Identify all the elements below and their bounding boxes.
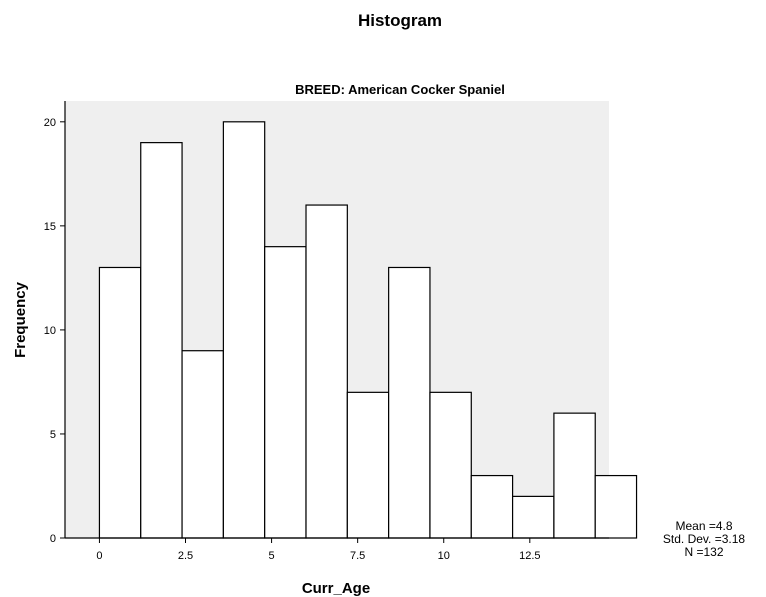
chart-subtitle: BREED: American Cocker Spaniel <box>295 82 505 97</box>
y-tick-label: 5 <box>50 429 56 441</box>
stat-std-dev: Std. Dev. =3.18 <box>663 532 745 546</box>
x-tick-label: 5 <box>269 550 275 562</box>
bars-group <box>98 121 638 539</box>
x-tick-label: 2.5 <box>178 550 193 562</box>
y-tick-label: 20 <box>44 117 56 129</box>
x-tick-label: 7.5 <box>350 550 365 562</box>
x-ticks-group: 0 2.5 5 7.5 10 12.5 <box>96 538 541 562</box>
stat-mean: Mean =4.8 <box>675 519 732 533</box>
y-tick-label: 10 <box>44 325 56 337</box>
histogram-bar <box>553 412 596 539</box>
y-axis-title: Frequency <box>12 281 29 358</box>
histogram-bar <box>470 474 514 539</box>
x-tick-label: 0 <box>96 550 102 562</box>
y-ticks-group: 0 5 10 15 20 <box>44 117 65 545</box>
histogram-bar <box>222 121 266 539</box>
histogram-bar <box>346 391 390 539</box>
histogram-bar <box>264 246 307 539</box>
y-tick-label: 0 <box>50 533 56 545</box>
histogram-bar <box>140 142 183 539</box>
histogram-bar <box>305 204 348 539</box>
histogram-bar <box>181 350 224 539</box>
x-tick-label: 12.5 <box>519 550 540 562</box>
histogram-bar <box>98 266 142 539</box>
histogram-bar <box>429 391 472 539</box>
stat-n: N =132 <box>684 545 723 559</box>
y-tick-label: 15 <box>44 221 56 233</box>
histogram-bar <box>594 474 638 539</box>
histogram-bar <box>388 266 431 539</box>
histogram-bar <box>511 495 555 539</box>
chart-title: Histogram <box>358 11 442 30</box>
x-tick-label: 10 <box>438 550 450 562</box>
x-axis-title: Curr_Age <box>302 580 370 597</box>
